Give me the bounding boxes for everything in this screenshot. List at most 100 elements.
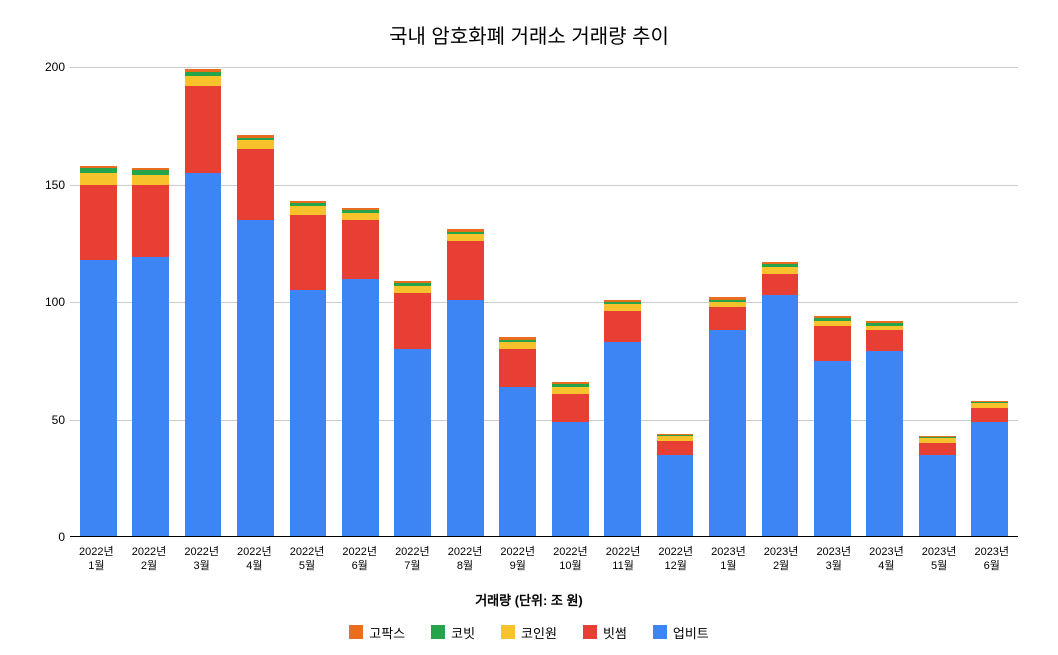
- bar-segment-업비트: [237, 220, 274, 537]
- bar-slot: [177, 67, 229, 537]
- bar-slot: [124, 67, 176, 537]
- bar-segment-업비트: [657, 455, 694, 537]
- chart-title: 국내 암호화폐 거래소 거래량 추이: [20, 20, 1038, 49]
- bar-stack: [604, 300, 641, 537]
- bar-segment-빗썸: [394, 293, 431, 349]
- x-axis-labels: 2022년1월2022년2월2022년3월2022년4월2022년5월2022년…: [70, 545, 1018, 574]
- bar-segment-업비트: [394, 349, 431, 537]
- bar-segment-업비트: [604, 342, 641, 537]
- bar-slot: [387, 67, 439, 537]
- x-tick-label: 2023년4월: [860, 545, 913, 574]
- bar-segment-업비트: [80, 260, 117, 537]
- bar-segment-코인원: [132, 175, 169, 184]
- x-tick-label: 2022년12월: [649, 545, 702, 574]
- bar-segment-빗썸: [342, 220, 379, 279]
- bar-segment-업비트: [447, 300, 484, 537]
- bar-segment-빗썸: [657, 441, 694, 455]
- bar-segment-코인원: [447, 234, 484, 241]
- y-axis: 050100150200: [30, 67, 65, 537]
- bar-segment-업비트: [709, 330, 746, 537]
- x-axis-title: 거래량 (단위: 조 원): [20, 590, 1038, 609]
- bar-stack: [709, 297, 746, 537]
- bar-stack: [657, 434, 694, 537]
- bar-slot: [439, 67, 491, 537]
- bar-stack: [290, 201, 327, 537]
- x-tick-label: 2022년3월: [175, 545, 228, 574]
- bar-segment-코인원: [290, 206, 327, 215]
- bar-slot: [492, 67, 544, 537]
- bar-stack: [499, 337, 536, 537]
- bar-segment-코인원: [552, 387, 589, 394]
- bar-segment-빗썸: [499, 349, 536, 387]
- y-tick-label: 0: [30, 530, 65, 544]
- bar-segment-업비트: [971, 422, 1008, 537]
- legend-item: 빗썸: [583, 623, 627, 642]
- y-tick-label: 50: [30, 413, 65, 427]
- bar-segment-업비트: [185, 173, 222, 537]
- x-tick-label: 2022년5월: [281, 545, 334, 574]
- bar-slot: [282, 67, 334, 537]
- legend-label: 코빗: [451, 623, 475, 642]
- bar-stack: [394, 281, 431, 537]
- bar-segment-업비트: [919, 455, 956, 537]
- bar-segment-빗썸: [604, 311, 641, 342]
- legend-item: 코인원: [501, 623, 557, 642]
- bar-stack: [552, 382, 589, 537]
- bar-segment-업비트: [866, 351, 903, 537]
- x-tick-label: 2022년11월: [597, 545, 650, 574]
- bar-slot: [701, 67, 753, 537]
- bar-segment-빗썸: [814, 326, 851, 361]
- x-axis-line: [70, 536, 1018, 537]
- bar-segment-코인원: [604, 304, 641, 311]
- bar-stack: [237, 135, 274, 537]
- legend-swatch: [653, 625, 667, 639]
- bar-segment-업비트: [499, 387, 536, 537]
- legend-label: 빗썸: [603, 623, 627, 642]
- bar-segment-코인원: [394, 286, 431, 293]
- bar-segment-빗썸: [971, 408, 1008, 422]
- bar-slot: [334, 67, 386, 537]
- bar-segment-빗썸: [185, 86, 222, 173]
- x-tick-label: 2022년10월: [544, 545, 597, 574]
- bar-slot: [963, 67, 1015, 537]
- x-tick-label: 2022년1월: [70, 545, 123, 574]
- bar-segment-업비트: [132, 257, 169, 537]
- bar-slot: [544, 67, 596, 537]
- y-tick-label: 100: [30, 295, 65, 309]
- bar-segment-빗썸: [762, 274, 799, 295]
- bar-segment-빗썸: [866, 330, 903, 351]
- bar-segment-업비트: [342, 279, 379, 538]
- y-tick-label: 200: [30, 60, 65, 74]
- bar-stack: [132, 168, 169, 537]
- x-tick-label: 2023년3월: [807, 545, 860, 574]
- plot-area: 050100150200: [70, 67, 1018, 537]
- bar-slot: [859, 67, 911, 537]
- legend: 고팍스 코빗 코인원 빗썸 업비트: [20, 623, 1038, 642]
- legend-label: 업비트: [673, 623, 709, 642]
- x-tick-label: 2023년1월: [702, 545, 755, 574]
- legend-item: 업비트: [653, 623, 709, 642]
- bar-segment-빗썸: [80, 185, 117, 260]
- bar-segment-빗썸: [552, 394, 589, 422]
- bar-stack: [866, 321, 903, 537]
- bars-area: [70, 67, 1018, 537]
- bar-segment-빗썸: [919, 443, 956, 455]
- legend-item: 고팍스: [349, 623, 405, 642]
- bar-segment-코인원: [762, 267, 799, 274]
- bar-stack: [447, 229, 484, 537]
- x-tick-label: 2022년4월: [228, 545, 281, 574]
- bar-slot: [911, 67, 963, 537]
- bar-segment-업비트: [814, 361, 851, 537]
- x-tick-label: 2022년7월: [386, 545, 439, 574]
- bar-stack: [80, 166, 117, 537]
- bar-segment-빗썸: [132, 185, 169, 258]
- bar-stack: [762, 262, 799, 537]
- bar-stack: [971, 401, 1008, 537]
- bar-slot: [754, 67, 806, 537]
- bar-segment-빗썸: [237, 149, 274, 220]
- bar-segment-빗썸: [290, 215, 327, 290]
- bar-segment-코인원: [237, 140, 274, 149]
- bar-segment-업비트: [290, 290, 327, 537]
- bar-slot: [649, 67, 701, 537]
- bar-segment-코인원: [342, 213, 379, 220]
